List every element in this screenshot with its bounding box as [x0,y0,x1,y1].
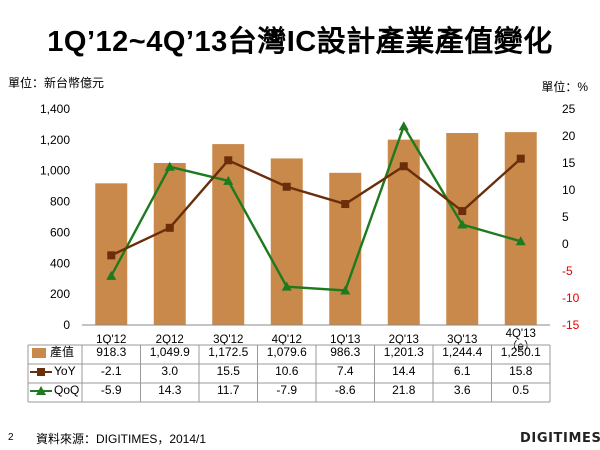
left-tick-label: 0 [63,318,70,332]
point [341,200,350,209]
digitimes-logo: DIGITIMES [520,431,600,446]
data-label: -7.9 [276,383,297,397]
point [399,162,408,171]
point [107,251,116,260]
data-label: 986.3 [330,345,360,359]
right-tick-label: 20 [562,129,576,143]
category-label: 4Q'13 [506,328,536,340]
point [106,270,117,280]
right-tick-label: -15 [562,318,580,332]
point [164,161,175,171]
left-tick-label: 1,200 [40,133,70,147]
data-label: 1,244.4 [442,345,482,359]
data-label: 1,172.5 [208,345,248,359]
data-label: 7.4 [337,364,354,378]
data-label: 1,079.6 [267,345,307,359]
data-label: 11.7 [217,383,240,397]
left-tick-label: 1,000 [40,164,70,178]
right-tick-label: 25 [562,102,576,116]
left-tick-label: 400 [50,256,70,270]
point [281,281,292,291]
point [516,154,525,163]
data-label: 3.6 [454,383,471,397]
data-label: 14.3 [158,383,182,397]
right-tick-label: -10 [562,291,580,305]
data-label: 0.5 [512,383,529,397]
legend-key [36,386,46,395]
point [457,219,468,229]
bar [387,139,420,325]
data-label: -8.6 [335,383,356,397]
bar [504,132,537,325]
category-label: （e） [506,340,535,353]
data-label: -2.1 [101,364,122,378]
left-tick-label: 600 [50,225,70,239]
page-title: 1Q’12~4Q’13台灣IC設計產業產值變化 [47,26,553,58]
data-label: 1,201.3 [384,345,424,359]
point [224,156,233,165]
source-note: 資料來源：DIGITIMES，2014/1 [36,432,207,446]
left-unit-label: 單位：新台幣億元 [8,76,105,90]
legend-label: 產值 [50,344,74,359]
bar [153,163,186,325]
data-label: 918.3 [96,345,126,359]
right-tick-label: 0 [562,237,569,251]
legend-label: QoQ [54,383,79,397]
left-tick-label: 1,400 [40,102,70,116]
category-label: 3Q'12 [213,334,243,346]
data-label: 15.8 [509,364,533,378]
point [340,285,351,295]
right-tick-label: 15 [562,156,576,170]
page-number: 2 [8,432,14,443]
point [458,207,467,216]
right-tick-label: 10 [562,183,576,197]
data-label: 3.0 [161,364,178,378]
point [282,182,291,191]
data-label: 10.6 [275,364,299,378]
legend-key [37,368,45,376]
legend-label: YoY [54,364,76,378]
category-label: 2Q'13 [389,334,419,346]
right-unit-label: 單位：% [541,80,588,94]
right-tick-label: -5 [562,264,573,278]
series-line-yoy [110,157,522,257]
data-label: 15.5 [217,364,241,378]
data-label: 21.8 [392,383,416,397]
data-label: 14.4 [392,364,416,378]
category-label: 2Q12 [156,334,184,346]
bar [212,144,245,325]
data-label: 6.1 [454,364,471,378]
point [515,236,526,246]
left-tick-label: 200 [50,287,70,301]
data-label: 1,250.1 [501,345,541,359]
category-label: 4Q'12 [272,334,302,346]
series-line-qoq [110,123,522,292]
data-label: 1,049.9 [150,345,190,359]
data-label: -5.9 [101,383,122,397]
point [165,223,174,232]
legend-key [32,348,46,358]
bar [446,133,479,325]
category-label: 3Q'13 [447,334,477,346]
category-label: 1Q'13 [330,334,360,346]
left-tick-label: 800 [50,195,70,209]
point [223,175,234,185]
right-tick-label: 5 [562,210,569,224]
category-label: 1Q'12 [96,334,126,346]
point [398,121,409,131]
